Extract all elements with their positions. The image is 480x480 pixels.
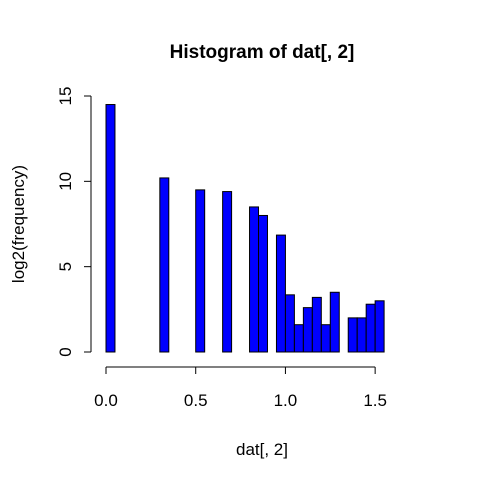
x-axis-ticks: 0.0 0.5 1.0 1.5 — [94, 367, 387, 410]
x-tick-label-3: 1.5 — [363, 391, 387, 410]
chart-title: Histogram of dat[, 2] — [170, 42, 355, 63]
y-axis-ticks: 0 5 10 15 — [56, 87, 91, 357]
histogram-bar-4 — [249, 206, 260, 353]
histogram-bar-10 — [311, 296, 322, 353]
y-tick-label-0: 0 — [56, 347, 75, 356]
histogram-bar-3 — [222, 191, 233, 353]
y-tick-label-1: 5 — [56, 262, 75, 271]
histogram-bar-12 — [329, 291, 340, 353]
histogram-bar-2 — [195, 189, 206, 353]
x-tick-label-1: 0.5 — [184, 391, 208, 410]
histogram-bar-13 — [347, 317, 358, 353]
y-tick-label-2: 10 — [56, 172, 75, 191]
histogram-bar-16 — [374, 300, 385, 353]
x-tick-label-2: 1.0 — [274, 391, 298, 410]
y-tick-label-3: 15 — [56, 87, 75, 106]
bars-group — [105, 104, 385, 353]
histogram-bar-6 — [275, 234, 286, 353]
histogram-bar-15 — [365, 303, 376, 353]
histogram-bar-8 — [293, 324, 304, 353]
y-axis-label: log2(frequency) — [9, 165, 28, 283]
histogram-bar-14 — [356, 317, 367, 353]
histogram-bar-7 — [284, 294, 295, 353]
x-axis-label: dat[, 2] — [236, 440, 288, 459]
histogram-bar-5 — [258, 214, 268, 353]
histogram-bar-0 — [105, 104, 116, 353]
histogram-bar-1 — [159, 177, 170, 353]
histogram-bar-9 — [302, 307, 313, 353]
histogram-bar-11 — [320, 324, 331, 353]
x-tick-label-0: 0.0 — [94, 391, 118, 410]
